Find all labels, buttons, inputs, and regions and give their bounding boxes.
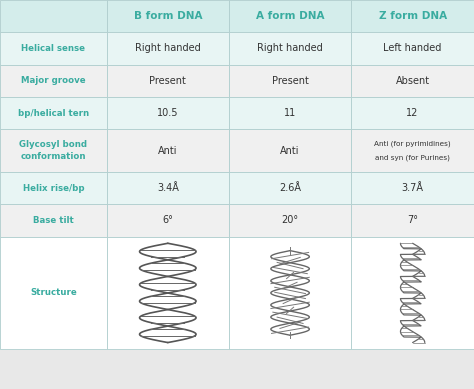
FancyBboxPatch shape [351, 0, 474, 32]
FancyBboxPatch shape [107, 172, 229, 204]
FancyBboxPatch shape [0, 0, 107, 32]
FancyBboxPatch shape [107, 97, 229, 129]
FancyBboxPatch shape [107, 237, 229, 349]
Text: 10.5: 10.5 [157, 108, 179, 118]
FancyBboxPatch shape [351, 129, 474, 172]
Text: 20°: 20° [282, 216, 299, 225]
FancyBboxPatch shape [0, 172, 107, 204]
FancyBboxPatch shape [229, 172, 351, 204]
Text: 3.7Å: 3.7Å [401, 183, 424, 193]
Text: Structure: Structure [30, 288, 77, 298]
Text: Helical sense: Helical sense [21, 44, 85, 53]
FancyBboxPatch shape [0, 32, 107, 65]
FancyBboxPatch shape [107, 65, 229, 97]
Text: Base tilt: Base tilt [33, 216, 73, 225]
Text: 12: 12 [406, 108, 419, 118]
Text: Anti: Anti [158, 145, 178, 156]
Text: B form DNA: B form DNA [134, 11, 202, 21]
FancyBboxPatch shape [0, 129, 107, 172]
FancyBboxPatch shape [351, 237, 474, 349]
FancyBboxPatch shape [351, 65, 474, 97]
Text: Left handed: Left handed [383, 44, 442, 53]
FancyBboxPatch shape [107, 32, 229, 65]
FancyBboxPatch shape [0, 97, 107, 129]
Text: and syn (for Purines): and syn (for Purines) [375, 154, 450, 161]
Text: 11: 11 [284, 108, 296, 118]
Text: Helix rise/bp: Helix rise/bp [22, 184, 84, 193]
FancyBboxPatch shape [351, 204, 474, 237]
FancyBboxPatch shape [229, 65, 351, 97]
FancyBboxPatch shape [107, 204, 229, 237]
Text: Z form DNA: Z form DNA [379, 11, 447, 21]
Text: 3.4Å: 3.4Å [157, 183, 179, 193]
FancyBboxPatch shape [351, 32, 474, 65]
FancyBboxPatch shape [229, 204, 351, 237]
FancyBboxPatch shape [0, 65, 107, 97]
Text: Glycosyl bond
conformation: Glycosyl bond conformation [19, 140, 87, 161]
FancyBboxPatch shape [0, 204, 107, 237]
Text: Right handed: Right handed [257, 44, 323, 53]
Text: A form DNA: A form DNA [256, 11, 324, 21]
Text: Present: Present [272, 76, 309, 86]
Text: Present: Present [149, 76, 186, 86]
Text: 7°: 7° [407, 216, 418, 225]
FancyBboxPatch shape [229, 237, 351, 349]
Text: Anti: Anti [280, 145, 300, 156]
Text: Major groove: Major groove [21, 76, 86, 85]
Text: Absent: Absent [396, 76, 429, 86]
FancyBboxPatch shape [229, 129, 351, 172]
Text: Right handed: Right handed [135, 44, 201, 53]
FancyBboxPatch shape [107, 0, 229, 32]
FancyBboxPatch shape [229, 0, 351, 32]
FancyBboxPatch shape [107, 129, 229, 172]
Text: 2.6Å: 2.6Å [279, 183, 301, 193]
FancyBboxPatch shape [351, 172, 474, 204]
FancyBboxPatch shape [229, 32, 351, 65]
Text: bp/helical tern: bp/helical tern [18, 109, 89, 117]
Text: 6°: 6° [163, 216, 173, 225]
Text: Anti (for pyrimidines): Anti (for pyrimidines) [374, 140, 451, 147]
FancyBboxPatch shape [0, 237, 107, 349]
FancyBboxPatch shape [229, 97, 351, 129]
FancyBboxPatch shape [351, 97, 474, 129]
